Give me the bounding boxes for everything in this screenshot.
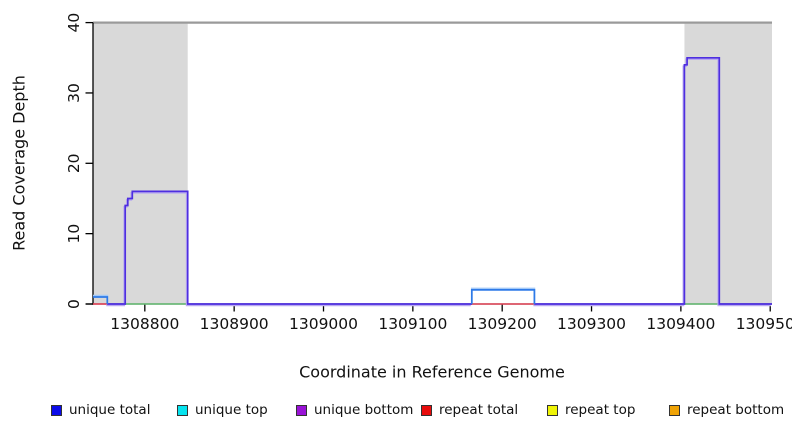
y-tick-label: 10 <box>65 224 83 244</box>
legend: unique total unique top unique bottom repea… <box>0 401 792 423</box>
masked-region <box>684 23 772 304</box>
x-tick-label: 1309400 <box>646 315 715 333</box>
series-echo-unique-bottom <box>106 191 471 307</box>
legend-swatch-icon <box>177 404 188 416</box>
legend-label: unique top <box>195 402 268 418</box>
legend-item-repeat-bottom: repeat bottom <box>669 401 784 419</box>
x-tick-label: 1308900 <box>200 315 269 333</box>
x-tick-label: 1309300 <box>557 315 626 333</box>
legend-item-unique-bottom: unique bottom <box>296 401 413 419</box>
y-tick-label: 20 <box>65 153 83 173</box>
legend-label: repeat total <box>439 402 519 418</box>
legend-item-unique-top: unique top <box>177 401 268 419</box>
y-tick-label: 30 <box>65 83 83 103</box>
legend-swatch-icon <box>421 404 432 416</box>
legend-swatch-icon <box>669 404 680 416</box>
series-unique-total <box>470 289 536 304</box>
legend-label: repeat bottom <box>687 402 785 418</box>
x-tick-label: 1309200 <box>468 315 537 333</box>
series-unique-bottom <box>534 56 772 305</box>
legend-swatch-icon <box>547 404 558 416</box>
y-tick-label: 40 <box>65 13 83 33</box>
legend-label: unique bottom <box>314 402 414 418</box>
legend-swatch-icon <box>296 404 307 416</box>
legend-label: repeat top <box>565 402 636 418</box>
x-tick-label: 1309100 <box>378 315 447 333</box>
x-tick-label: 1308800 <box>110 315 179 333</box>
legend-item-repeat-total: repeat total <box>421 401 518 419</box>
y-axis-title: Read Coverage Depth <box>9 75 29 251</box>
masked-region <box>93 23 188 304</box>
legend-label: unique total <box>69 402 151 418</box>
series-unique-total <box>93 296 109 304</box>
y-tick-label: 0 <box>65 299 83 309</box>
legend-item-unique-total: unique total <box>51 401 150 419</box>
legend-swatch-icon <box>51 404 62 416</box>
x-axis-title: Coordinate in Reference Genome <box>299 362 565 382</box>
series-echo-unique-bottom <box>533 58 771 307</box>
x-tick-label: 1309000 <box>289 315 358 333</box>
legend-item-repeat-top: repeat top <box>547 401 635 419</box>
series-unique-bottom <box>107 190 472 305</box>
